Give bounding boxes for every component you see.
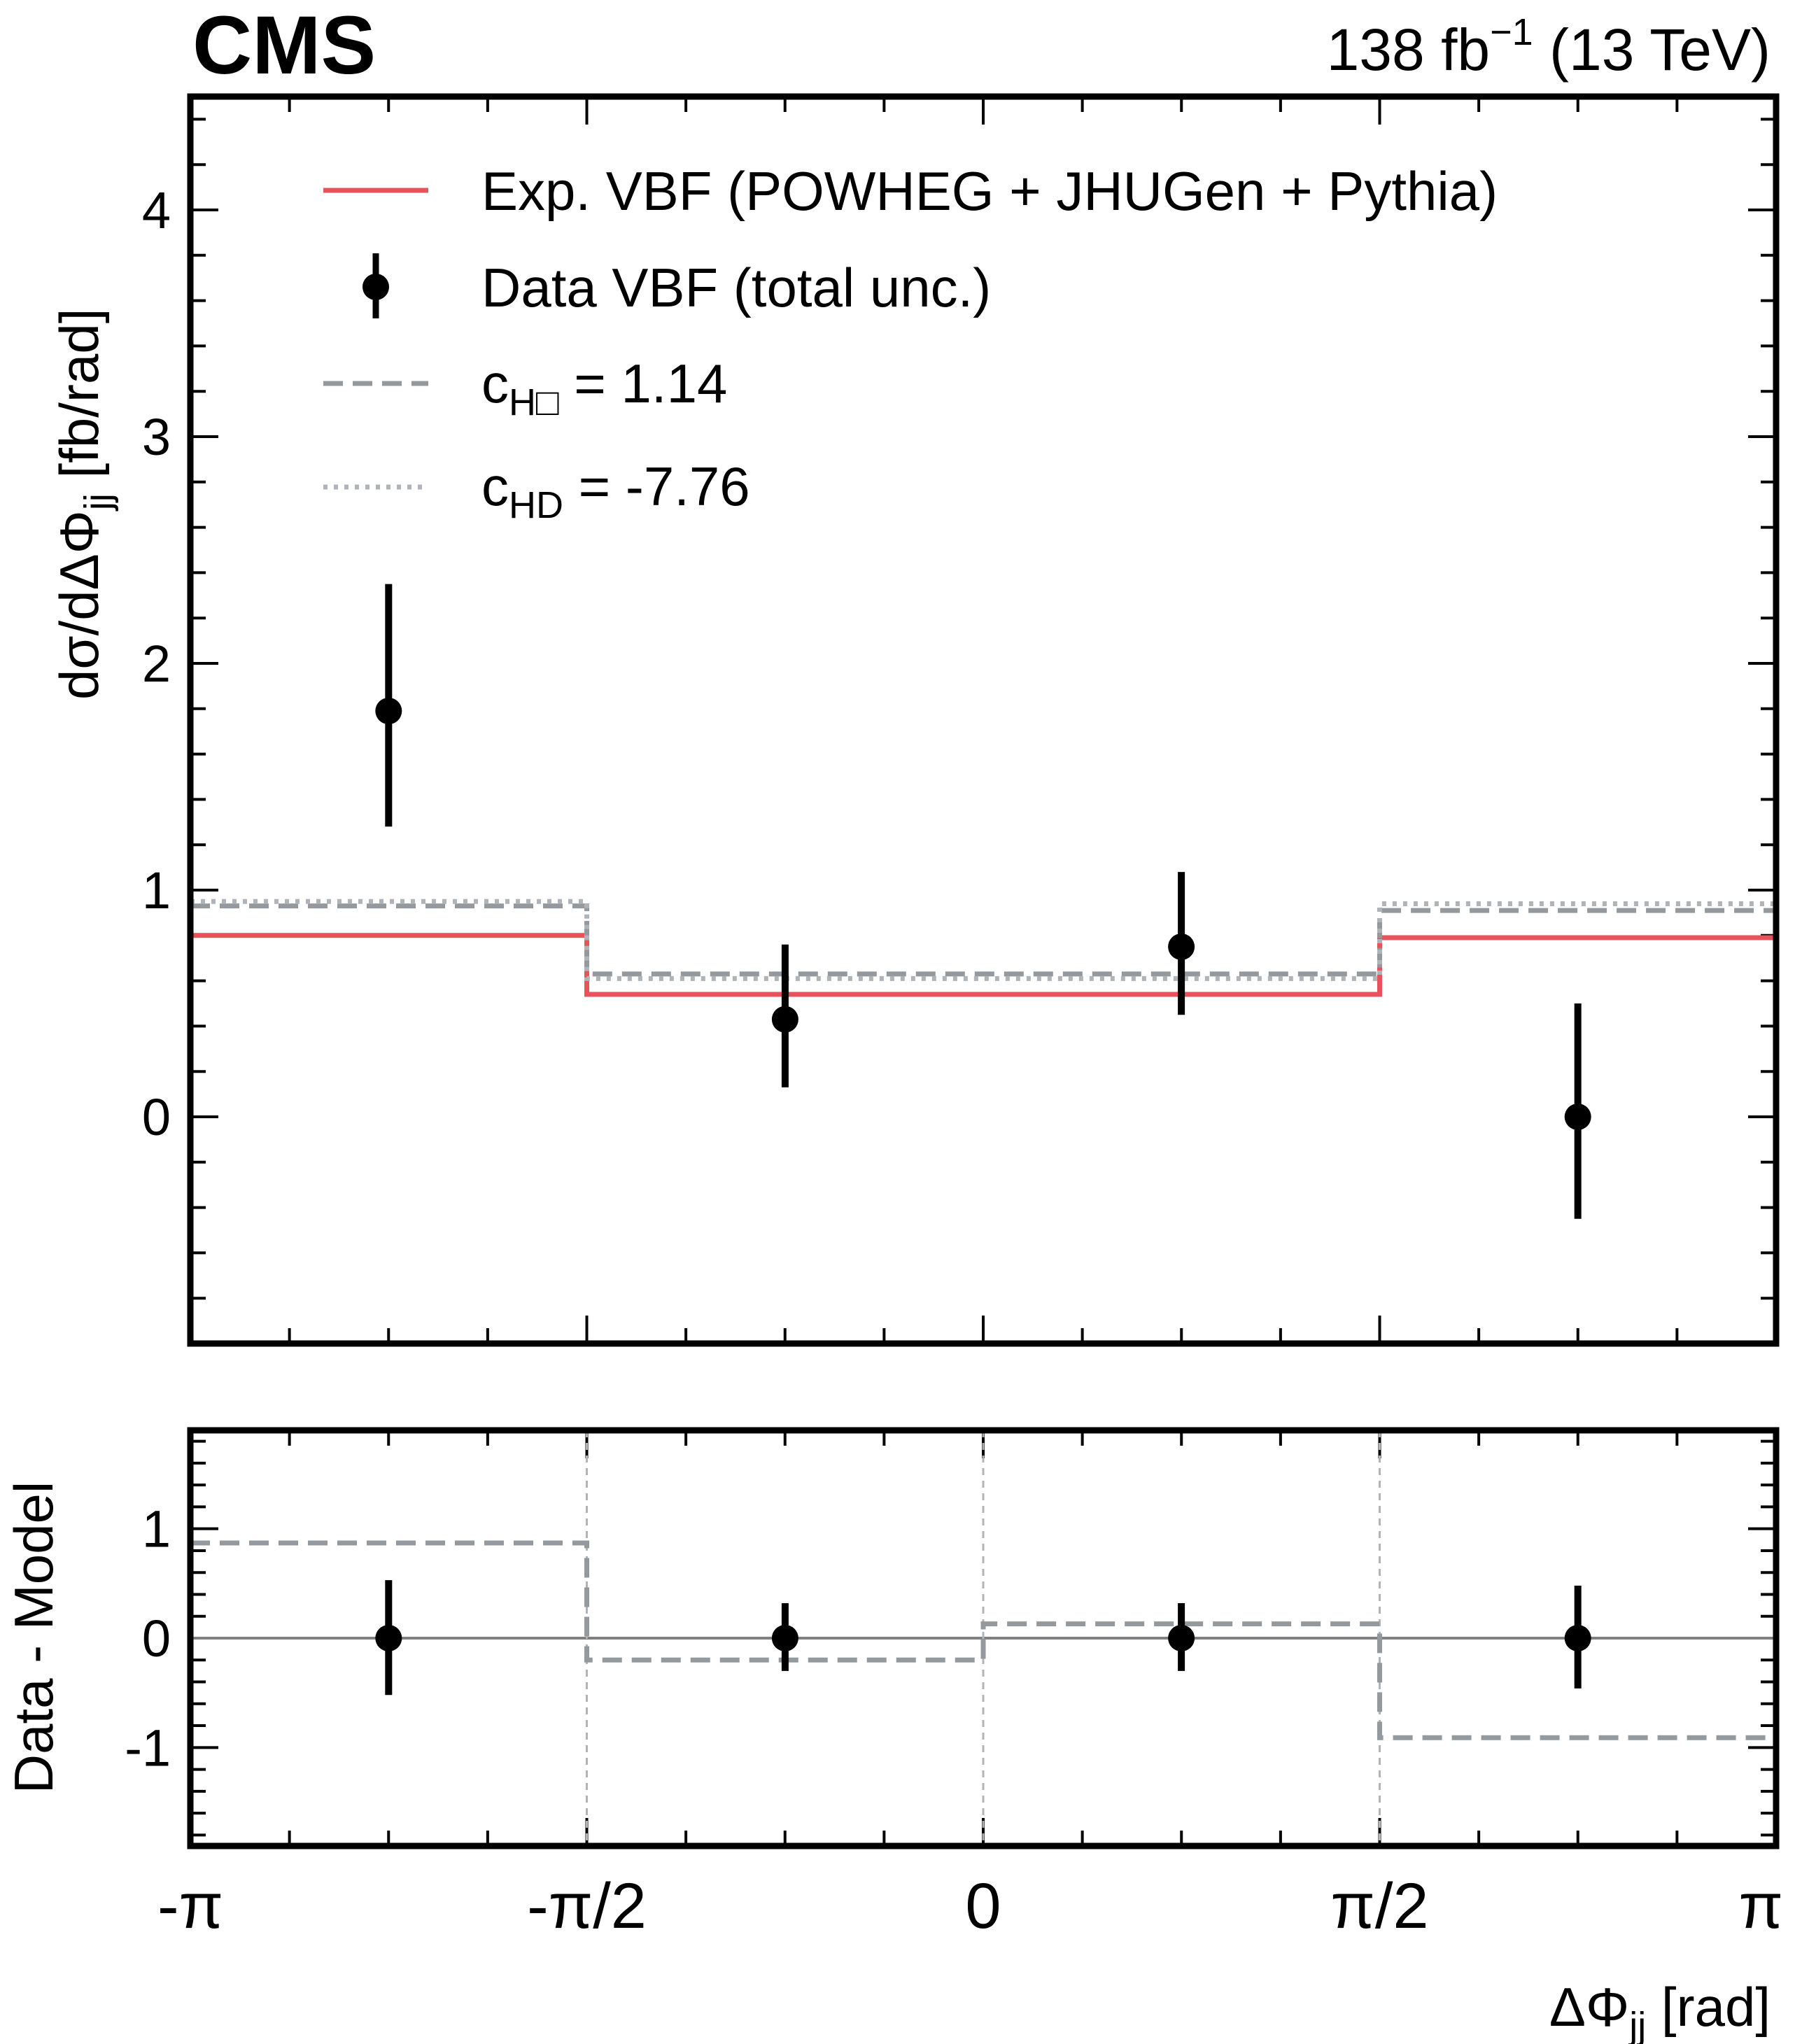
legend-chd-sub: HD: [509, 484, 563, 526]
data-point: [1564, 1104, 1591, 1130]
ratio-y-axis-label: Data - Model: [3, 1481, 64, 1794]
main-series: [190, 584, 1776, 1219]
x-tick-label: π/2: [1330, 1870, 1428, 1942]
xlabel-pre: ΔΦ: [1549, 1976, 1629, 2038]
data-point: [771, 1625, 798, 1651]
legend-label-chd: cHD = -7.76: [481, 456, 750, 526]
x-axis-label: ΔΦjj [rad]: [1549, 1976, 1771, 2044]
luminosity-label: 138 fb−1 (13 TeV): [1327, 11, 1771, 83]
legend-chbox-suffix: = 1.14: [559, 353, 728, 414]
ylabel-pre: dσ/dΔΦ: [48, 510, 110, 700]
data-point: [375, 698, 402, 725]
x-tick-labels: -π -π/2 0 π/2 π: [157, 1870, 1783, 1942]
main-y-tick-label: 3: [142, 408, 171, 466]
data-point: [375, 1625, 402, 1651]
lumi-main: 138 fb: [1327, 17, 1491, 83]
x-tick-label: π: [1739, 1870, 1783, 1942]
lumi-energy: (13 TeV): [1533, 17, 1771, 83]
main-y-tick-label: 1: [142, 861, 171, 919]
x-tick-label: 0: [965, 1870, 1001, 1942]
step-series: [190, 933, 1776, 997]
main-panel: 0 1 2 3 4: [142, 93, 1780, 1347]
legend-label-exp-vbf: Exp. VBF (POWHEG + JHUGen + Pythia): [481, 160, 1498, 222]
x-tick-label: -π/2: [527, 1870, 647, 1942]
legend-label-data: Data VBF (total unc.): [481, 257, 991, 318]
xlabel-sub: jj: [1628, 2005, 1646, 2044]
legend-chd-prefix: c: [481, 456, 509, 517]
main-y-tick-label: 0: [142, 1088, 171, 1146]
data-point: [771, 1006, 798, 1033]
xlabel-post: [rad]: [1646, 1976, 1771, 2038]
ylabel-sub: jj: [77, 493, 119, 512]
legend: Exp. VBF (POWHEG + JHUGen + Pythia) Data…: [323, 160, 1498, 526]
legend-chd-suffix: = -7.76: [563, 456, 750, 517]
ratio-plot-frame: [187, 1427, 1780, 1849]
legend-label-chbox: cH□ = 1.14: [481, 353, 727, 423]
main-ticks: 0 1 2 3 4: [142, 97, 1778, 1345]
experiment-label: CMS: [192, 0, 376, 92]
main-y-tick-label: 2: [142, 635, 171, 693]
x-tick-label: -π: [157, 1870, 223, 1942]
ratio-y-tick-label: 0: [142, 1609, 171, 1668]
ylabel-post: [fb/rad]: [48, 309, 110, 493]
legend-swatch-data-marker: [362, 274, 389, 300]
main-y-tick-label: 4: [142, 181, 171, 239]
main-y-axis-label: dσ/dΔΦjj [fb/rad]: [48, 309, 119, 700]
ratio-series: [190, 1430, 1776, 1846]
data-point: [1564, 1625, 1591, 1651]
step-series: [190, 1540, 1776, 1740]
data-point: [1168, 1625, 1195, 1651]
legend-chbox-prefix: c: [481, 353, 509, 414]
lumi-superscript: −1: [1490, 11, 1533, 53]
main-plot-frame: [187, 93, 1780, 1347]
data-point: [1168, 933, 1195, 960]
ratio-y-tick-label: -1: [125, 1719, 171, 1777]
ratio-panel: 1 0 -1: [125, 1427, 1780, 1849]
ratio-y-tick-label: 1: [142, 1500, 171, 1558]
legend-chbox-sub: H□: [509, 381, 559, 423]
